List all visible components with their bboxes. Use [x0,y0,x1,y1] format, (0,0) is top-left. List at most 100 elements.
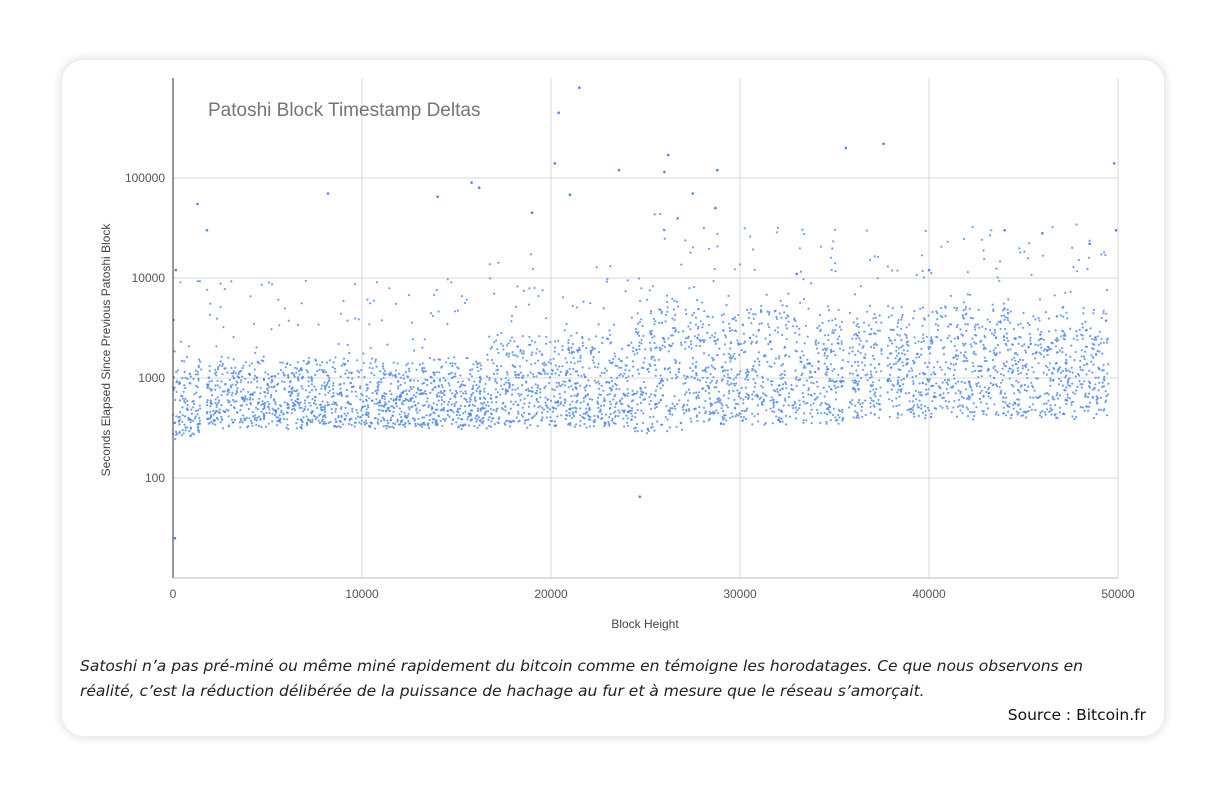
data-point [921,324,924,328]
data-point [380,404,383,407]
data-point [1045,373,1048,376]
data-point [659,379,663,383]
data-point [304,279,307,282]
data-point [209,414,212,417]
data-point [993,334,996,337]
data-point [615,401,618,404]
data-point [740,415,743,418]
data-point [1055,315,1059,318]
data-point [985,402,988,405]
data-point [896,391,899,394]
data-point [189,375,192,378]
data-point [429,391,432,394]
data-point [656,402,659,405]
data-point [961,334,965,337]
data-point [902,349,905,352]
data-point [1076,338,1079,341]
data-point [730,368,733,371]
data-point [451,362,454,365]
data-point [517,392,520,395]
data-point [783,370,786,373]
data-point [494,378,497,381]
outlier-point [663,170,666,174]
data-point [388,389,391,393]
data-point [1058,377,1061,380]
data-point [702,323,705,326]
data-point [422,370,425,373]
data-point [1064,334,1067,337]
data-point [1027,368,1030,371]
data-point [638,277,641,280]
data-point [330,411,334,415]
data-point [958,398,961,401]
data-point [505,381,508,384]
data-point [914,389,918,392]
data-point [503,422,506,425]
data-point [392,426,395,429]
data-point [298,404,301,407]
data-point [1075,416,1078,419]
data-point [183,384,186,387]
data-point [215,405,218,409]
data-point [189,421,192,424]
data-point [342,357,346,360]
data-point [253,416,256,419]
data-point [287,319,290,322]
data-point [210,420,213,423]
data-point [1071,382,1074,385]
data-point [644,386,647,389]
data-point [690,347,693,350]
data-point [505,344,509,347]
data-point [1022,414,1025,417]
data-point [538,350,541,353]
data-point [852,386,855,389]
data-point [1064,399,1067,402]
data-point [1009,310,1012,313]
data-point [258,362,261,365]
data-point [926,366,929,369]
data-point [1010,414,1013,417]
data-point [783,373,787,377]
data-point [561,345,564,348]
data-point [648,403,651,406]
data-point [802,421,805,424]
data-point [592,347,595,350]
data-point [1049,404,1052,407]
data-point [356,411,359,414]
data-point [597,402,600,405]
data-point [233,377,236,380]
data-point [256,380,259,383]
data-point [620,366,623,369]
data-point [901,361,904,364]
data-point [712,279,715,283]
data-point [209,405,212,408]
data-point [465,298,468,301]
data-point [558,374,561,377]
data-point [322,422,325,425]
data-point [653,323,656,326]
data-point [559,402,562,406]
data-point [811,415,814,418]
data-point [946,336,949,340]
data-point [732,390,735,393]
data-point [697,307,700,311]
data-point [526,426,529,429]
data-point [262,355,265,358]
data-point [972,402,975,405]
data-point [828,377,831,381]
data-point [273,385,276,388]
data-point [1050,413,1053,416]
data-point [536,425,539,428]
data-point [840,379,843,382]
data-point [243,399,246,402]
data-point [671,377,674,380]
data-point [765,409,768,412]
data-point [611,361,614,364]
data-point [347,376,350,379]
data-point [568,414,572,417]
data-point [813,392,816,395]
data-point [729,416,732,419]
data-point [618,388,621,391]
data-point [966,408,970,411]
data-point [701,339,705,342]
